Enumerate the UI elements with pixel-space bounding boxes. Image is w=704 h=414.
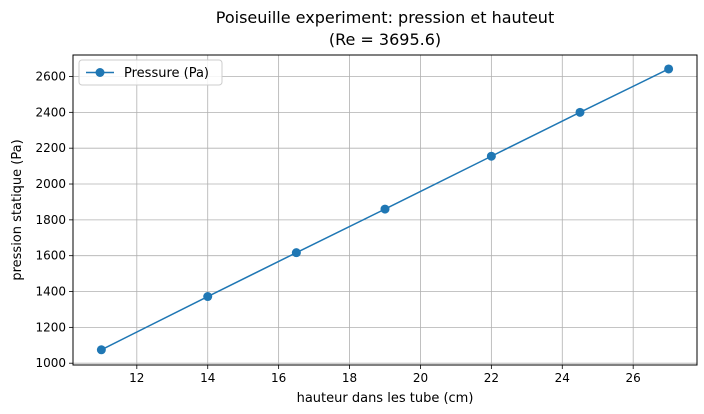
- legend-label: Pressure (Pa): [124, 66, 209, 81]
- y-axis-label: pression statique (Pa): [10, 139, 25, 280]
- data-point-marker: [291, 248, 301, 258]
- chart-subtitle: (Re = 3695.6): [329, 30, 441, 49]
- x-axis-label: hauteur dans les tube (cm): [297, 391, 474, 406]
- data-point-marker: [486, 151, 496, 161]
- legend: Pressure (Pa): [78, 59, 223, 86]
- data-point-marker: [664, 64, 674, 74]
- x-tick-label: 14: [200, 371, 215, 385]
- legend-box: [78, 59, 223, 86]
- x-tick-label: 16: [271, 371, 286, 385]
- x-axis-ticks: 12 14 16 18 20 22 24 26: [129, 365, 641, 385]
- x-tick-label: 12: [129, 371, 144, 385]
- legend-marker-swatch: [95, 68, 105, 77]
- y-tick-label: 1800: [35, 213, 66, 227]
- y-tick-label: 1200: [35, 320, 66, 334]
- data-point-marker: [380, 204, 390, 214]
- y-tick-label: 1000: [35, 356, 66, 370]
- x-tick-label: 20: [413, 371, 428, 385]
- data-point-marker: [575, 107, 585, 117]
- y-tick-label: 2000: [35, 177, 66, 191]
- data-point-marker: [203, 292, 213, 302]
- plot-series: [96, 64, 674, 355]
- data-point-marker: [96, 345, 106, 355]
- y-axis-ticks: 1000 1200 1400 1600 1800 2000 2200 2400 2600: [35, 70, 73, 370]
- y-tick-label: 1400: [35, 285, 66, 299]
- plot-area-frame: [72, 54, 698, 366]
- chart-title: Poiseuille experiment: pression et haute…: [216, 8, 554, 27]
- grid: [73, 55, 697, 365]
- x-tick-label: 22: [484, 371, 499, 385]
- x-tick-label: 26: [626, 371, 641, 385]
- y-tick-label: 2400: [35, 105, 66, 119]
- y-tick-label: 2600: [35, 70, 66, 84]
- y-tick-label: 2200: [35, 141, 66, 155]
- y-tick-label: 1600: [35, 249, 66, 263]
- x-tick-label: 24: [555, 371, 570, 385]
- x-tick-label: 18: [342, 371, 357, 385]
